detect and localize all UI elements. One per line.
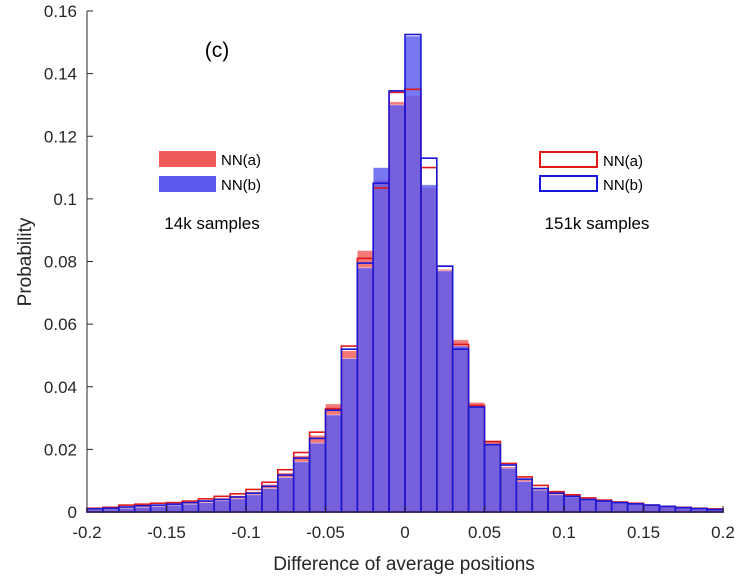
bar-nn-b-14k [293, 461, 311, 513]
legend-right-label-a: NN(a) [603, 153, 643, 170]
bar-nn-b-14k [277, 477, 295, 513]
y-tick-label: 0.04 [44, 378, 77, 397]
bar-nn-b-14k [468, 406, 485, 513]
bar-nn-b-14k [245, 494, 263, 513]
panel-label: (c) [205, 39, 230, 62]
x-tick-label: 0.1 [552, 523, 576, 542]
bar-nn-b-14k [356, 267, 374, 513]
y-tick-label: 0.16 [44, 2, 77, 21]
legend-right: NN(a) NN(b) [539, 151, 643, 194]
y-tick-label: 0.14 [44, 65, 77, 84]
bar-nn-b-14k [499, 467, 517, 513]
bar-nn-b-14k [150, 505, 167, 513]
x-tick-label: 0.05 [468, 523, 501, 542]
x-tick-label: -0.2 [72, 523, 101, 542]
bar-nn-b-14k [340, 358, 358, 513]
legend-left-swatch-a [159, 151, 216, 167]
y-tick-label: 0.12 [44, 127, 77, 146]
bar-nn-b-14k [484, 444, 501, 513]
bar-nn-b-14k [229, 498, 247, 513]
bar-nn-b-14k [404, 35, 422, 513]
y-tick-label: 0.06 [44, 315, 77, 334]
bar-nn-b-14k [515, 480, 533, 513]
filled-bars-14k [86, 35, 724, 513]
bar-nn-b-14k [166, 504, 183, 513]
x-axis-label: Difference of average positions [273, 554, 535, 575]
x-tick-label: -0.05 [306, 523, 345, 542]
legend-left: NN(a) NN(b) [159, 151, 261, 194]
bar-nn-b-14k [452, 345, 470, 513]
y-tick-label: 0 [68, 503, 77, 522]
y-tick-label: 0.08 [44, 253, 77, 272]
bar-nn-b-14k [388, 104, 406, 513]
legend-left-label-a: NN(a) [221, 152, 261, 169]
x-tick-label: -0.1 [231, 523, 260, 542]
bar-nn-b-14k [659, 505, 676, 513]
legend-right-swatch-b [539, 175, 598, 192]
bar-nn-b-14k [595, 500, 613, 513]
y-ticks: 0 0.02 0.04 0.06 0.08 0.1 0.12 0.14 0.16 [44, 2, 93, 522]
y-tick-label: 0.02 [44, 440, 77, 459]
legend-right-label-b: NN(b) [603, 177, 643, 194]
bar-nn-b-14k [611, 502, 629, 513]
outline-bars-151k [86, 33, 724, 513]
bar-nn-b-14k [547, 494, 565, 513]
axes: -0.2 -0.15 -0.1 -0.05 0 0.05 0.1 0.15 0.2 00.020… [44, 2, 735, 542]
x-tick-label: 0.2 [711, 523, 735, 542]
x-tick-label: -0.15 [147, 523, 186, 542]
bar-nn-b-14k [531, 489, 549, 513]
bar-nn-b-14k [309, 442, 326, 513]
bar-nn-b-14k [181, 503, 199, 513]
x-ticks: -0.2 -0.15 -0.1 -0.05 0 0.05 0.1 0.15 0.2 [72, 506, 735, 542]
bar-nn-b-14k [420, 184, 438, 513]
bar-nn-b-14k [579, 499, 597, 513]
bar-nn-b-14k [563, 496, 581, 513]
group-label-14k: 14k samples [164, 214, 259, 233]
bar-nn-b-14k [436, 270, 454, 513]
x-tick-label: 0 [400, 523, 409, 542]
y-tick-label: 0.1 [53, 190, 77, 209]
bar-nn-b-14k [372, 167, 390, 513]
group-label-151k: 151k samples [545, 214, 650, 233]
bar-nn-b-14k [213, 500, 231, 513]
bar-nn-b-14k [261, 488, 279, 513]
x-tick-label: 0.15 [627, 523, 660, 542]
bar-nn-b-14k [325, 414, 342, 513]
legend-right-swatch-a [539, 151, 598, 168]
legend-left-swatch-b [159, 176, 216, 192]
y-axis-label: Probability [15, 217, 36, 306]
bar-nn-b-14k [197, 502, 215, 513]
legend-left-label-b: NN(b) [221, 177, 261, 194]
